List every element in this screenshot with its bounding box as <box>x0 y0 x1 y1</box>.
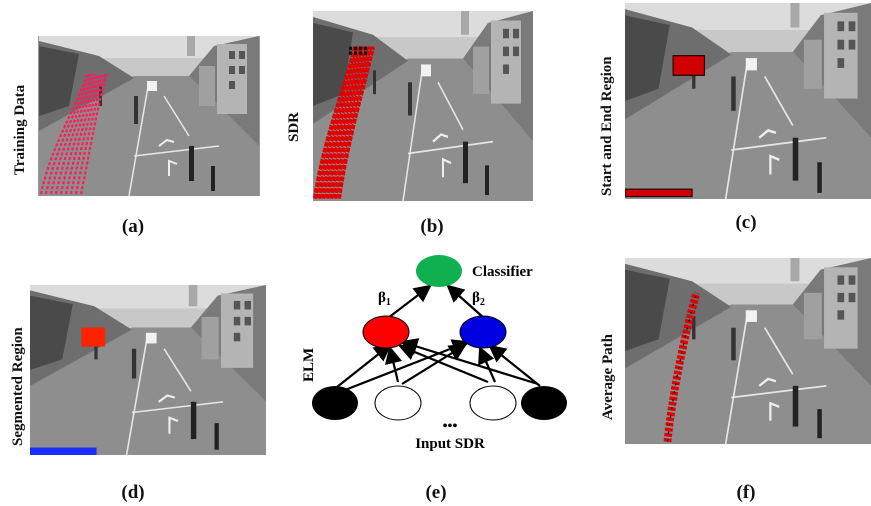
panel-d-image <box>30 285 266 455</box>
input-node-2 <box>374 385 422 421</box>
sdr-region <box>313 46 375 200</box>
elm-network-diagram: Classifier β1 β2 ELM ••• Input SDR <box>301 255 567 452</box>
beta2-label: β2 <box>472 290 485 308</box>
panel-f-side-label: Average Path <box>600 334 616 420</box>
input-node-3 <box>469 385 517 421</box>
panel-c-caption: (c) <box>735 212 757 233</box>
end-region <box>625 188 693 198</box>
panel-b-side-label: SDR <box>286 111 302 142</box>
panel-e-caption: (e) <box>425 482 447 503</box>
ellipsis: ••• <box>443 419 458 434</box>
hidden-node-red <box>362 315 410 349</box>
input-sdr-label: Input SDR <box>415 436 485 452</box>
panel-d-side-label: Segmented Region <box>10 327 26 446</box>
average-path <box>663 291 701 443</box>
panel-d-caption: (d) <box>121 482 145 503</box>
elm-label: ELM <box>301 348 317 382</box>
panel-c-side-label: Start and End Region <box>599 56 615 196</box>
panel-b-image <box>313 11 533 201</box>
input-node-1 <box>312 386 358 420</box>
start-region <box>672 55 705 76</box>
hidden-node-blue <box>459 315 507 349</box>
panel-a-caption: (a) <box>121 216 145 237</box>
input-node-4 <box>521 386 567 420</box>
panel-f-caption: (f) <box>736 482 756 503</box>
panel-a-image <box>38 36 260 196</box>
segmented-start-region <box>81 327 106 347</box>
panel-f-image <box>625 258 871 444</box>
panel-c-image <box>625 3 871 199</box>
segmented-end-region <box>30 447 97 455</box>
classifier-node <box>416 255 462 287</box>
beta1-label: β1 <box>378 290 391 308</box>
classifier-label: Classifier <box>472 264 533 280</box>
training-trajectories <box>39 73 109 195</box>
panel-b-caption: (b) <box>420 216 444 237</box>
panel-a-side-label: Training Data <box>12 84 28 175</box>
